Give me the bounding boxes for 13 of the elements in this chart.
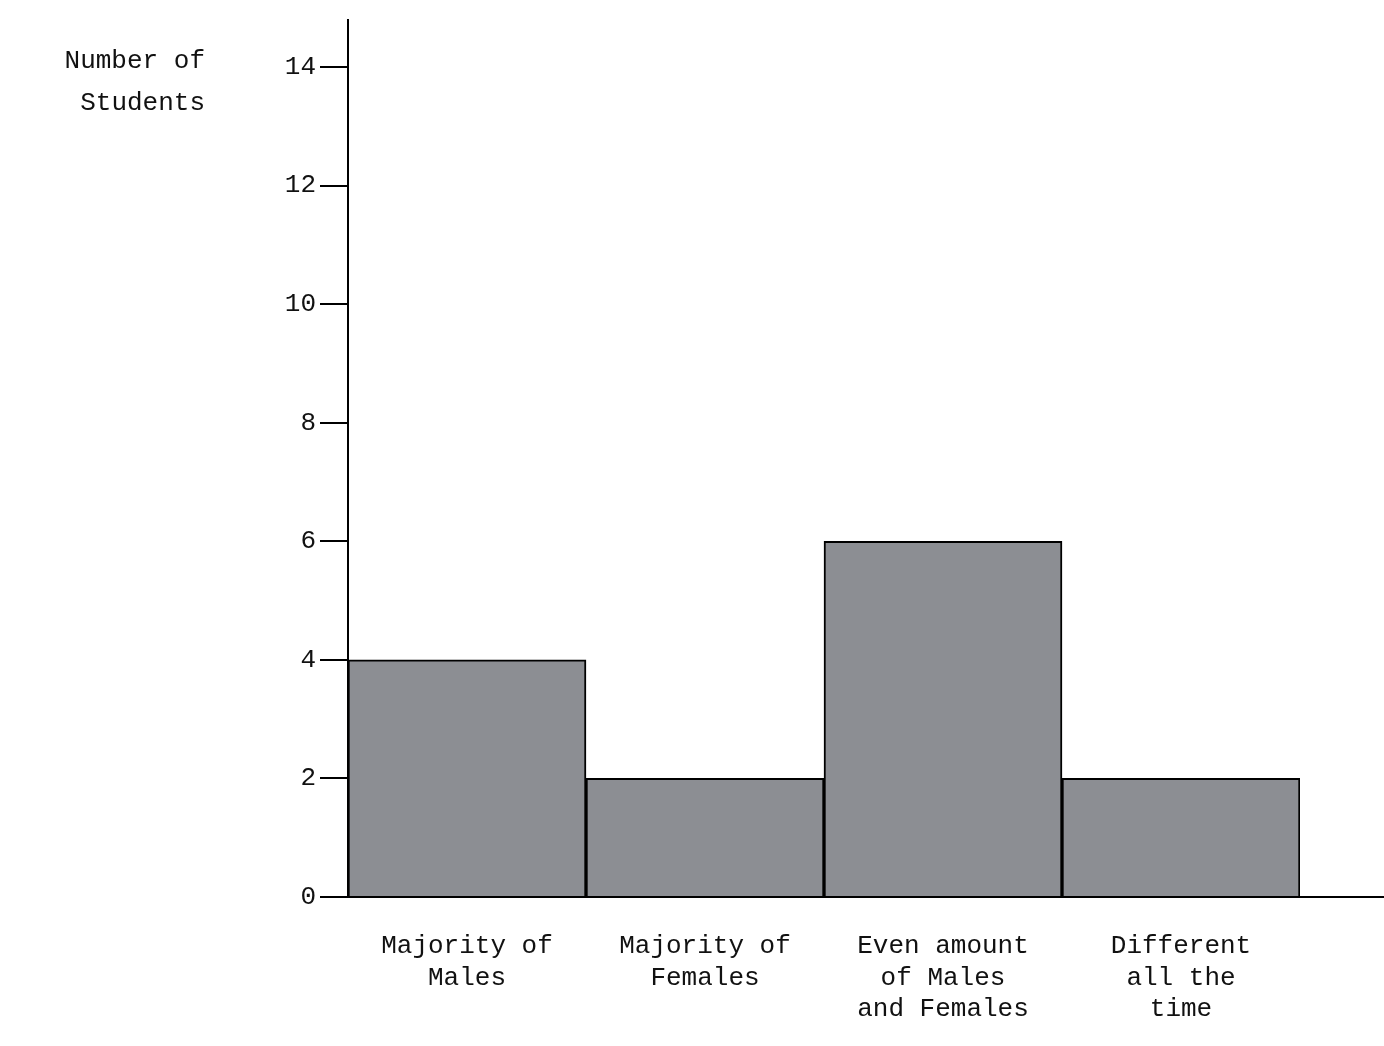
- y-tick-label: 4: [300, 644, 316, 675]
- y-tick-label: 12: [284, 170, 316, 201]
- y-tick-label: 14: [284, 51, 316, 82]
- x-tick-label: Even amount of Males and Females: [857, 931, 1029, 1024]
- y-axis-title: Number of Students: [63, 45, 205, 120]
- y-tick-label: 8: [300, 407, 316, 438]
- y-tick-label: 10: [284, 289, 316, 320]
- x-tick-label: Majority of Males: [381, 931, 553, 993]
- y-tick-label: 6: [300, 526, 316, 557]
- x-tick-label: Different all the time: [1110, 931, 1252, 1024]
- y-tick-label: 2: [300, 763, 316, 794]
- y-tick-label: 0: [300, 881, 316, 912]
- x-tick-label: Majority of Females: [619, 931, 791, 993]
